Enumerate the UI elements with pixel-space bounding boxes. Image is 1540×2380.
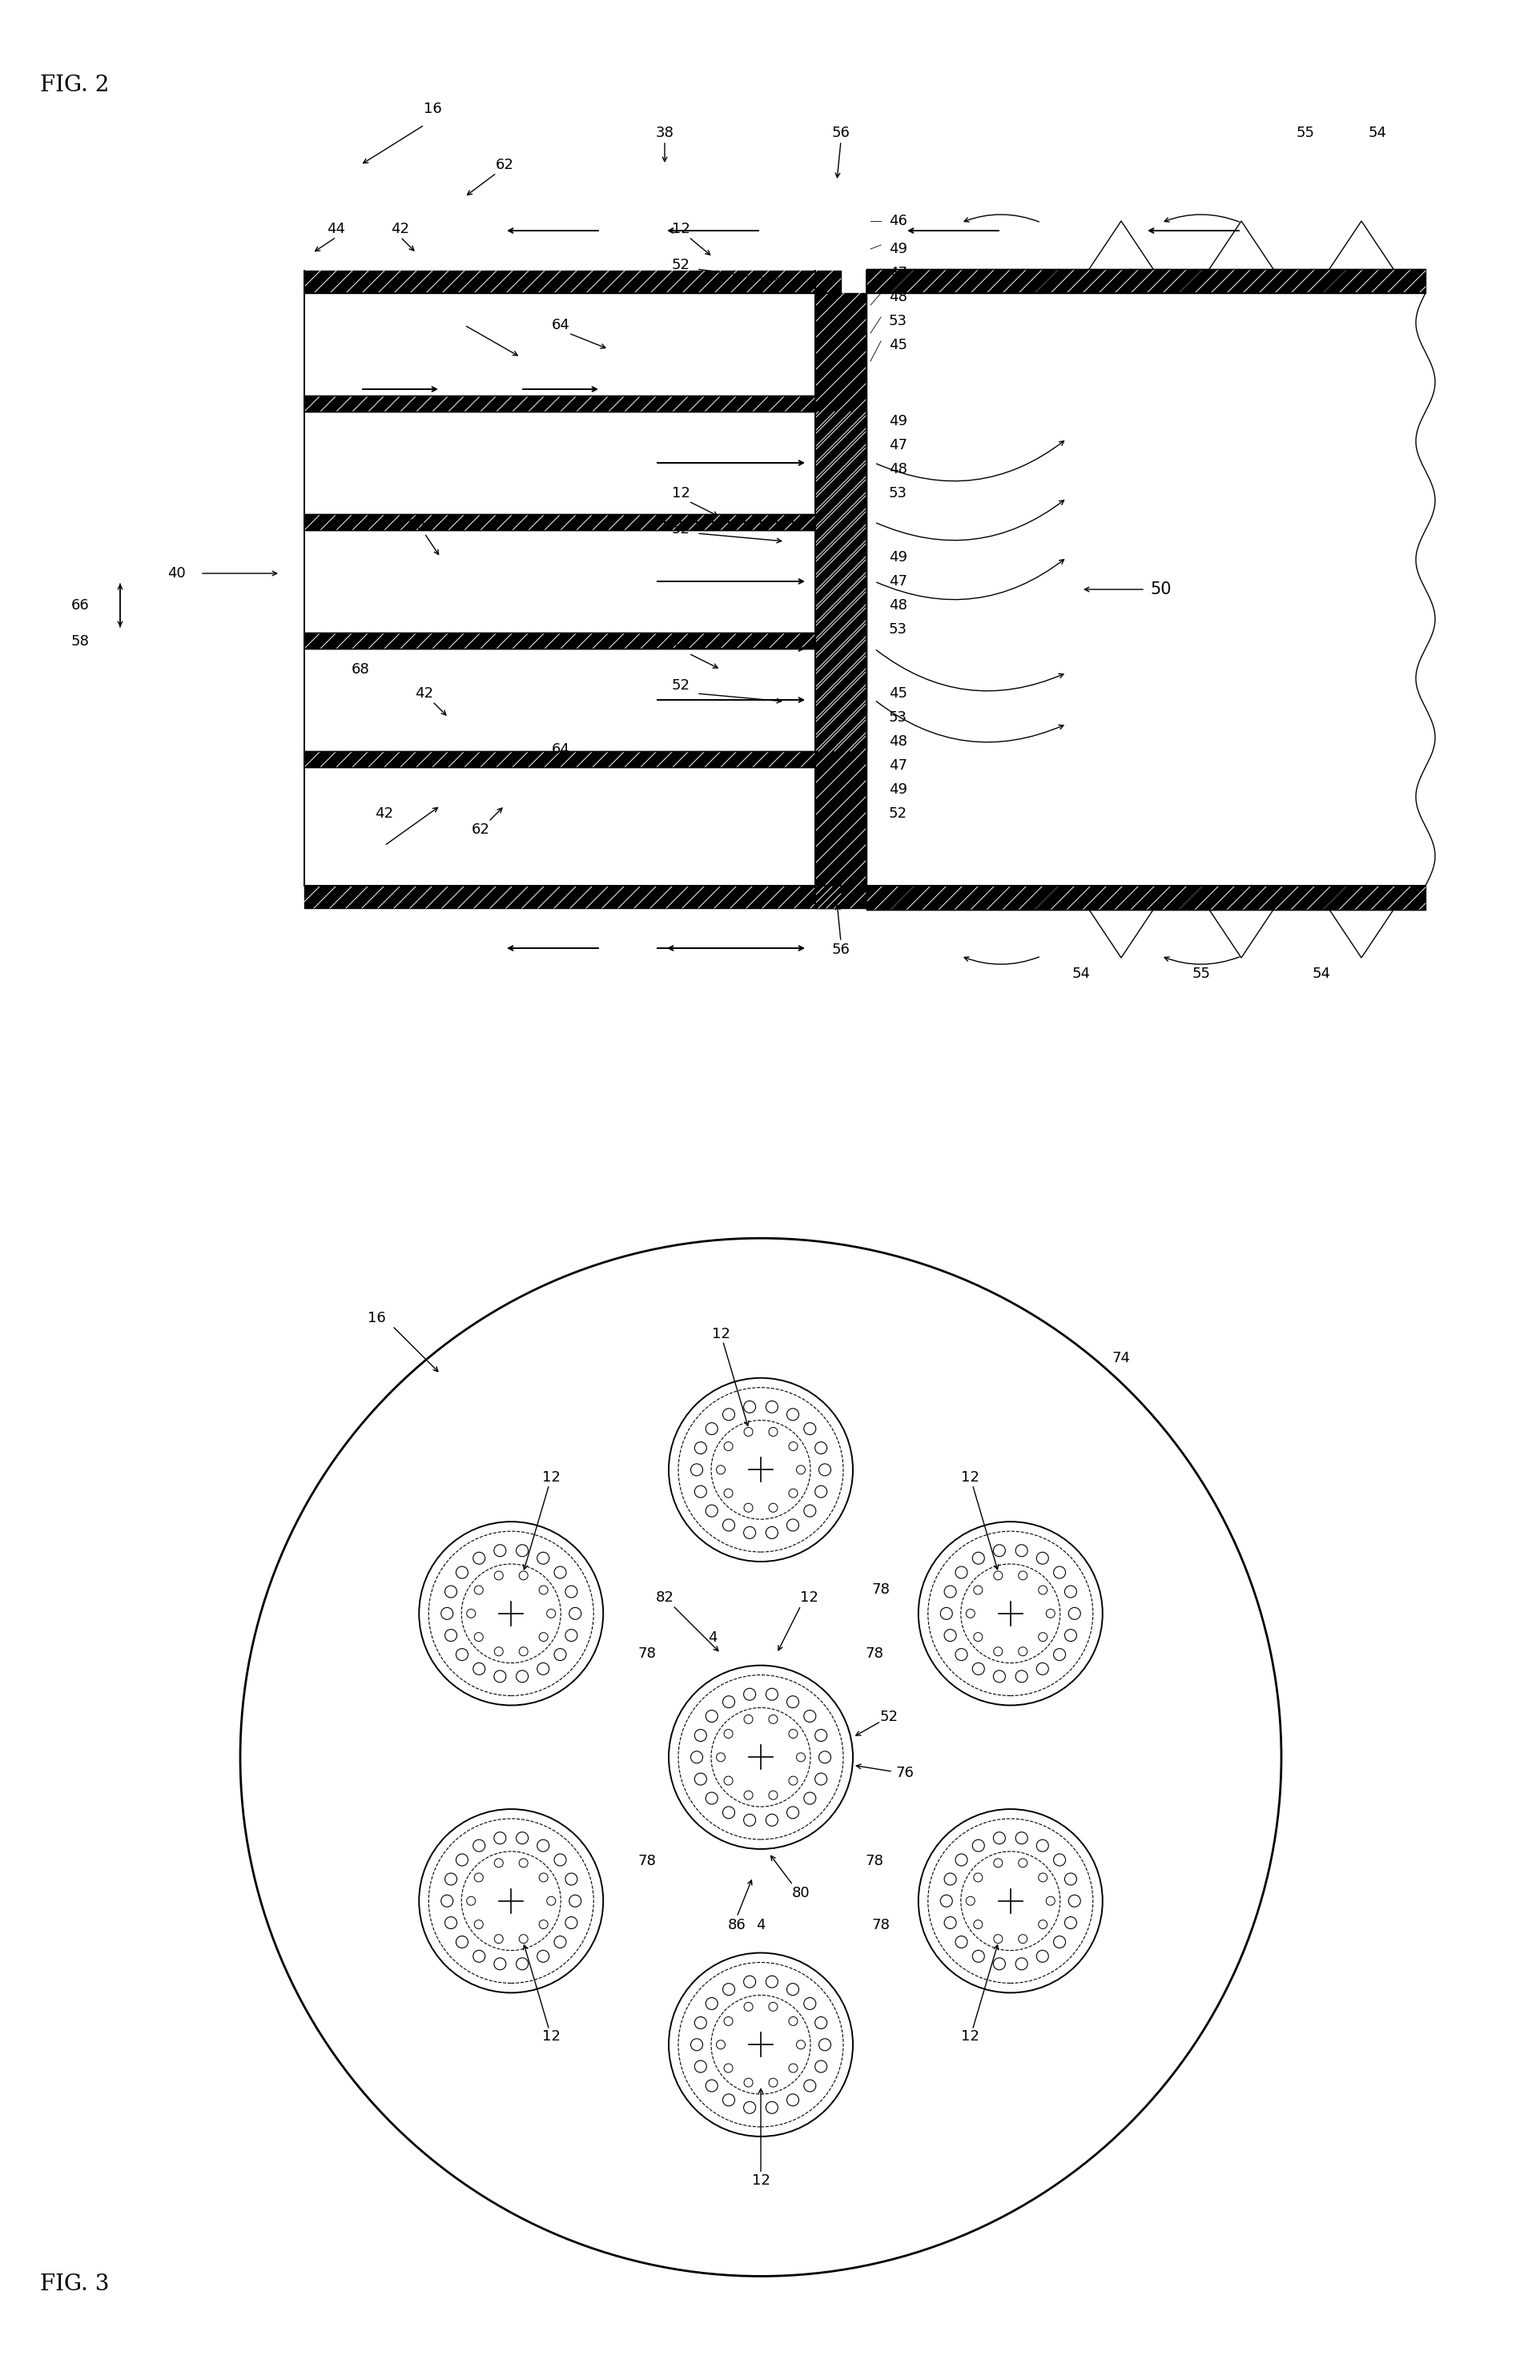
Text: 47: 47 bbox=[889, 574, 907, 588]
Text: 12: 12 bbox=[752, 2173, 770, 2187]
Text: 52: 52 bbox=[671, 678, 690, 693]
Text: 78: 78 bbox=[638, 1854, 656, 1868]
Text: 42: 42 bbox=[416, 685, 434, 700]
Text: 66: 66 bbox=[71, 597, 89, 612]
Text: 53: 53 bbox=[889, 709, 907, 726]
Text: 48: 48 bbox=[889, 290, 907, 305]
Text: 52: 52 bbox=[671, 257, 690, 271]
Text: 49: 49 bbox=[889, 550, 907, 564]
Text: 4: 4 bbox=[708, 1630, 718, 1645]
Text: 52: 52 bbox=[889, 807, 907, 821]
Text: 78: 78 bbox=[865, 1647, 884, 1661]
Text: 49: 49 bbox=[889, 783, 907, 797]
Text: 55: 55 bbox=[1297, 126, 1315, 140]
Text: 55: 55 bbox=[1192, 966, 1210, 981]
Text: 12: 12 bbox=[961, 2030, 979, 2044]
Text: 42: 42 bbox=[376, 807, 394, 821]
Text: 45: 45 bbox=[889, 338, 907, 352]
Text: 16: 16 bbox=[367, 1311, 385, 1326]
Text: 80: 80 bbox=[792, 1885, 810, 1899]
Text: 82: 82 bbox=[656, 1590, 675, 1604]
Text: 38: 38 bbox=[656, 126, 675, 140]
Text: 52: 52 bbox=[671, 521, 690, 536]
Text: 86: 86 bbox=[728, 1918, 745, 1933]
Text: 76: 76 bbox=[896, 1766, 915, 1780]
Text: 12: 12 bbox=[542, 2030, 561, 2044]
Text: 78: 78 bbox=[638, 1647, 656, 1661]
Text: 42: 42 bbox=[391, 221, 410, 236]
Text: 48: 48 bbox=[889, 597, 907, 612]
Text: 46: 46 bbox=[889, 214, 907, 228]
Text: 52: 52 bbox=[879, 1711, 898, 1725]
Text: 78: 78 bbox=[872, 1918, 890, 1933]
Text: 62: 62 bbox=[496, 157, 514, 171]
Text: 48: 48 bbox=[889, 735, 907, 750]
Text: 53: 53 bbox=[889, 314, 907, 328]
Text: 40: 40 bbox=[166, 566, 185, 581]
Text: 78: 78 bbox=[865, 1854, 884, 1868]
Text: 54: 54 bbox=[1368, 126, 1386, 140]
Text: 60: 60 bbox=[408, 519, 425, 533]
Text: 49: 49 bbox=[889, 414, 907, 428]
Text: 56: 56 bbox=[832, 126, 850, 140]
Text: 58: 58 bbox=[71, 633, 89, 650]
Text: 56: 56 bbox=[832, 942, 850, 957]
Text: 47: 47 bbox=[889, 267, 907, 281]
Text: 78: 78 bbox=[872, 1583, 890, 1597]
Text: 48: 48 bbox=[889, 462, 907, 476]
Text: 74: 74 bbox=[1112, 1352, 1130, 1366]
Text: 44: 44 bbox=[326, 221, 345, 236]
Text: FIG. 2: FIG. 2 bbox=[40, 74, 109, 95]
Text: 12: 12 bbox=[542, 1471, 561, 1485]
Text: 50: 50 bbox=[1150, 581, 1172, 597]
Text: 12: 12 bbox=[799, 1590, 818, 1604]
Text: 54: 54 bbox=[1312, 966, 1331, 981]
Text: 53: 53 bbox=[889, 621, 907, 635]
Text: 54: 54 bbox=[1072, 966, 1090, 981]
Text: 47: 47 bbox=[889, 759, 907, 774]
Text: 12: 12 bbox=[711, 1326, 730, 1342]
Text: 68: 68 bbox=[351, 662, 370, 676]
Text: 45: 45 bbox=[889, 685, 907, 700]
Text: 49: 49 bbox=[889, 243, 907, 257]
Text: 53: 53 bbox=[889, 486, 907, 500]
Text: 64: 64 bbox=[551, 319, 570, 333]
Text: 12: 12 bbox=[671, 221, 690, 236]
Text: 16: 16 bbox=[424, 102, 442, 117]
Text: FIG. 3: FIG. 3 bbox=[40, 2273, 109, 2294]
Text: 62: 62 bbox=[471, 823, 490, 838]
Text: 12: 12 bbox=[671, 638, 690, 652]
Text: 64: 64 bbox=[551, 743, 570, 757]
Text: 47: 47 bbox=[889, 438, 907, 452]
Text: 12: 12 bbox=[671, 486, 690, 500]
Text: 12: 12 bbox=[961, 1471, 979, 1485]
Text: 4: 4 bbox=[756, 1918, 765, 1933]
